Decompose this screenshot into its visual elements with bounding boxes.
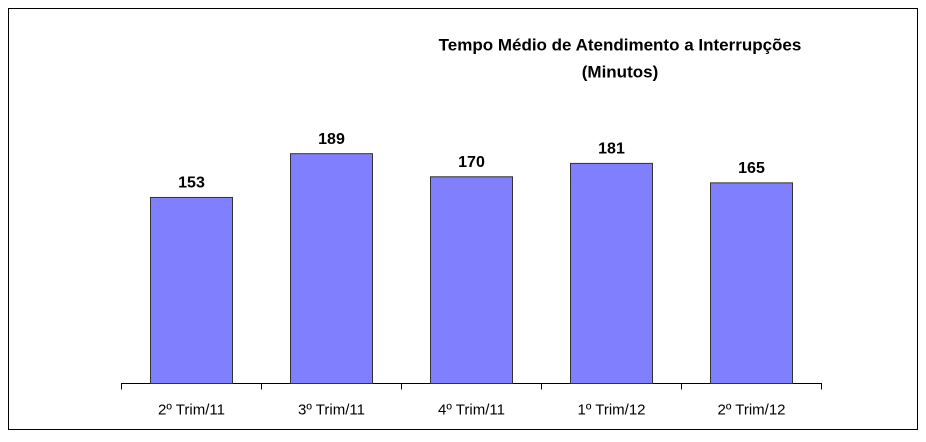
x-tick-label: 3º Trim/11: [298, 401, 365, 418]
chart-subtitle: (Minutos): [582, 62, 658, 81]
bar: [570, 162, 653, 384]
data-label: 181: [598, 141, 625, 158]
x-tick-label: 1º Trim/12: [578, 401, 646, 418]
bar: [710, 182, 793, 384]
x-tick-label: 2º Trim/12: [718, 401, 786, 418]
bar: [290, 153, 373, 384]
data-label: 153: [178, 175, 205, 192]
data-label: 165: [738, 160, 765, 177]
bar: [430, 176, 513, 384]
data-label: 189: [318, 131, 345, 148]
bar: [150, 196, 233, 384]
data-label: 170: [458, 154, 485, 171]
x-tick-label: 4º Trim/11: [438, 401, 505, 418]
chart-title: Tempo Médio de Atendimento a Interrupçõe…: [439, 35, 802, 54]
x-tick-label: 2º Trim/11: [158, 401, 225, 418]
